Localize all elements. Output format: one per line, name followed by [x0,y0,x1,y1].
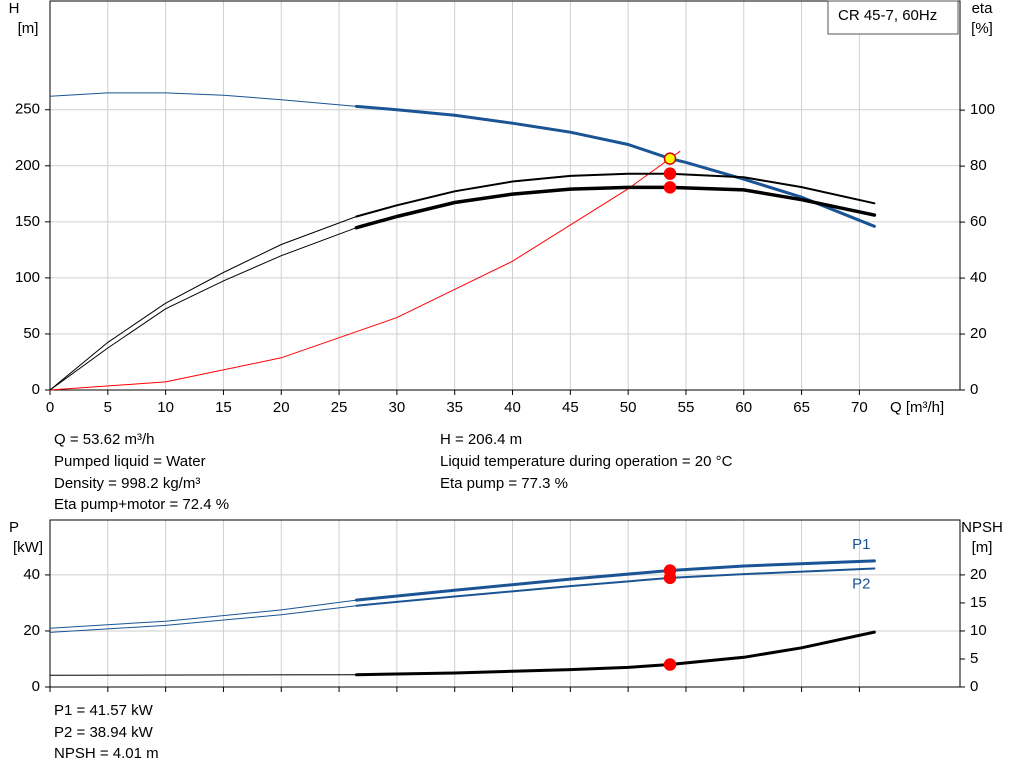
x-tick-label: 40 [504,399,521,416]
curve-thin [49,568,875,633]
y2-tick-label: 0 [970,678,978,695]
y2-tick-label: 20 [970,325,987,342]
y-tick-label: 100 [15,269,40,286]
y2-tick-label: 80 [970,157,987,174]
y-axis-label: [kW] [13,539,43,556]
x-tick-label: 45 [562,399,579,416]
y2-tick-label: 5 [970,650,978,667]
info-text: H = 206.4 m [440,431,522,448]
legend-box [827,0,959,35]
info-text: P2 = 38.94 kW [54,724,154,741]
y-axis-label: P [9,519,19,536]
y-tick-label: 20 [23,622,40,639]
info-text: Q = 53.62 m³/h [54,431,154,448]
x-tick-label: 35 [446,399,463,416]
y-tick-label: 40 [23,566,40,583]
y2-tick-label: 0 [970,381,978,398]
operating-point [663,571,677,585]
operating-info: Q = 53.62 m³/h Pumped liquid = Water Den… [54,431,733,513]
power-info: P1 = 41.57 kW P2 = 38.94 kW NPSH = 4.01 … [54,702,159,762]
y-tick-label: 50 [23,325,40,342]
info-text: NPSH = 4.01 m [54,745,159,762]
x-tick-label: 20 [273,399,290,416]
x-tick-label: 10 [157,399,174,416]
curve [355,172,876,218]
curve-thin [49,631,875,676]
y2-axis-label: [%] [971,20,993,37]
y2-axis-label: eta [972,0,994,17]
info-text: P1 = 41.57 kW [54,702,154,719]
y2-tick-label: 40 [970,269,987,286]
y2-axis-label: NPSH [961,519,1003,536]
x-tick-label: 60 [735,399,752,416]
y2-tick-label: 15 [970,594,987,611]
x-tick-label: 15 [215,399,232,416]
curve-thin [49,560,875,629]
info-text: Eta pump+motor = 72.4 % [54,496,229,513]
x-tick-label: 70 [851,399,868,416]
x-tick-label: 5 [104,399,112,416]
curve [354,104,876,228]
operating-point [663,181,677,194]
y2-axis-label: [m] [972,539,993,556]
x-tick-label: 65 [793,399,810,416]
operating-point [663,658,677,671]
info-text: Liquid temperature during operation = 20… [440,453,733,470]
operating-point [663,152,677,165]
annotation: CR 45-7, 60Hz [838,7,937,24]
curve-thin [49,173,875,391]
info-text: Pumped liquid = Water [54,453,206,470]
curve [354,630,876,677]
curve [354,185,877,230]
chart: 0 5 10 15 20 25 30 35 40 45 50 55 60 65 70050100150200… [9,0,995,416]
chart: 0 20 40 0 5 10 15 20 P [kW] NPSH [m] P1 P2 [9,519,1003,695]
info-text: Eta pump = 77.3 % [440,475,568,492]
curve-thin [49,186,875,391]
x-tick-label: 55 [678,399,695,416]
y-tick-label: 200 [15,157,40,174]
operating-point [663,167,677,180]
y-tick-label: 150 [15,213,40,230]
y-tick-label: 0 [32,381,40,398]
series-label: P1 [852,536,870,553]
plot-frame [49,0,961,391]
y2-tick-label: 20 [970,566,987,583]
curve [354,559,876,602]
curve [355,567,876,607]
y2-tick-label: 100 [970,101,995,118]
series-label: P2 [852,575,870,592]
plot-frame [49,519,961,688]
curve-thin [49,92,875,227]
y-tick-label: 0 [32,678,40,695]
x-tick-label: 25 [331,399,348,416]
info-text: Density = 998.2 kg/m³ [54,475,200,492]
y-axis-label: [m] [18,20,39,37]
y2-tick-label: 10 [970,622,987,639]
y2-tick-label: 60 [970,213,987,230]
y-axis-label: H [9,0,20,17]
y-tick-label: 250 [15,101,40,118]
x-tick-label: 50 [620,399,637,416]
x-axis-label: Q [m³/h] [890,399,944,416]
x-tick-label: 0 [46,399,54,416]
x-tick-label: 30 [389,399,406,416]
